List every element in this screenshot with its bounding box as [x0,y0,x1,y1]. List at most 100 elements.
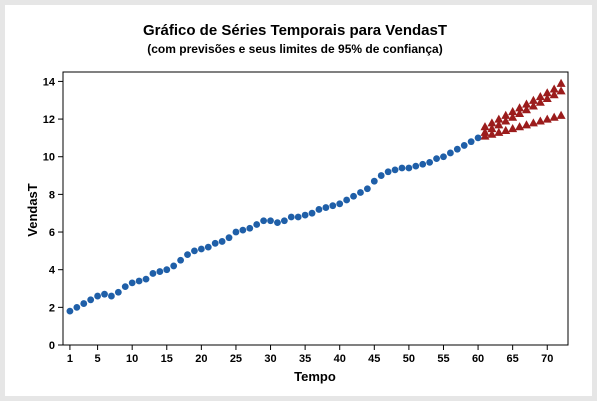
data-point [377,172,385,179]
chart-title: Gráfico de Séries Temporais para VendasT [143,22,447,39]
forecast-point [542,114,552,123]
data-point [398,164,406,172]
y-tick-label: 14 [43,76,56,88]
forecast-point [494,120,504,129]
forecast-point [556,86,566,95]
data-point [343,196,351,204]
data-point [433,155,440,163]
data-point [87,296,95,304]
data-point [440,153,447,161]
forecast-point [515,122,525,131]
data-point [405,164,413,172]
data-point [80,300,88,307]
data-point [370,177,378,185]
forecast-point [508,123,518,133]
y-tick-label: 4 [49,265,56,277]
forecast-point [528,101,538,110]
x-tick-label: 40 [334,353,346,365]
data-point [191,247,198,255]
forecast-point [549,84,559,93]
x-tick-label: 45 [368,353,380,365]
x-tick-label: 50 [403,353,415,365]
plot-area [62,71,569,346]
data-point [163,266,171,274]
data-point [329,202,337,210]
x-tick-label: 35 [299,353,311,365]
forecast-point [480,122,490,131]
data-point [204,243,212,251]
chart-subtitle: (com previsões e seus limites de 95% de … [147,42,442,56]
data-point [101,290,108,298]
data-point [170,262,178,270]
data-point [218,238,226,245]
forecast-point [528,118,538,127]
forecast-point [542,93,552,102]
data-point [260,217,268,225]
forecast-point [521,99,531,108]
data-point [267,217,274,225]
forecast-point [549,90,559,99]
forecast-point [501,110,511,119]
forecast-series [480,78,566,131]
data-point [142,275,150,283]
data-point [253,221,261,228]
y-tick-label: 8 [49,189,55,201]
x-tick-label: 70 [541,353,553,365]
data-point [184,251,191,259]
forecast-point [521,120,531,129]
data-point [94,292,101,300]
forecast-point [508,107,518,116]
data-point [287,213,295,221]
x-tick-label: 60 [472,353,484,365]
data-point [460,142,468,149]
x-tick-label: 65 [507,353,519,365]
data-point [225,234,233,242]
y-tick-label: 2 [49,302,55,314]
forecast-point [535,91,545,101]
forecast-point [515,103,525,112]
data-point [315,206,323,213]
data-point [108,292,115,300]
x-axis-label: Tempo [294,369,336,384]
forecast-point [556,78,566,87]
forecast-point [542,88,552,97]
y-tick-label: 12 [43,114,55,126]
data-point [149,270,157,277]
forecast-series [480,110,566,140]
data-point [274,219,281,227]
data-point [114,288,122,296]
forecast-point [508,112,518,121]
data-point [336,200,344,208]
forecast-point [494,127,504,136]
forecast-point [480,131,490,140]
data-point [350,192,357,200]
data-point [177,256,185,264]
data-point [357,189,364,196]
data-point [419,160,427,168]
forecast-point [556,110,566,119]
data-point [453,145,461,153]
x-tick-label: 25 [230,353,242,365]
data-point [308,209,316,217]
data-point [412,162,420,170]
forecast-point [501,125,511,134]
data-point [474,134,482,142]
forecast-point [487,118,497,127]
forecast-point [487,123,497,133]
y-axis-label: VendasT [25,183,40,237]
y-tick-label: 6 [49,227,55,239]
y-tick-label: 10 [43,152,55,164]
data-point [211,239,219,247]
forecast-point [549,112,559,121]
data-point [156,268,164,275]
data-point [391,166,399,174]
data-point [197,245,205,253]
y-tick-label: 0 [49,340,55,352]
x-tick-label: 10 [126,353,138,365]
data-point [467,138,475,146]
forecast-point [487,129,497,138]
x-tick-label: 30 [264,353,276,365]
data-point [294,213,302,221]
data-point [121,283,129,291]
data-point [128,279,136,287]
